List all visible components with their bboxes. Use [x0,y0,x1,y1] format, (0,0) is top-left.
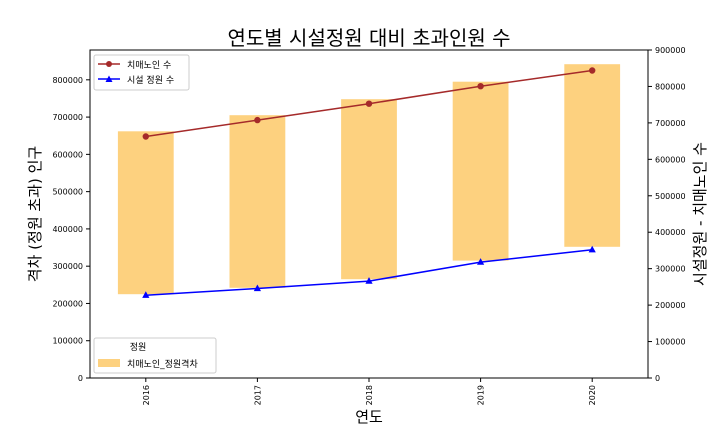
chart-title: 연도별 시설정원 대비 초과인원 수 [227,26,510,50]
bar-2020 [564,64,621,247]
y-right-tick-label: 400000 [655,228,686,237]
y-right-tick-label: 700000 [655,119,686,128]
y-right-tick-label: 300000 [655,265,686,274]
legend-swatch-gap [98,359,120,367]
x-tick-label: 2016 [142,385,151,405]
y-right-tick-label: 900000 [655,46,686,55]
y-left-tick-label: 700000 [52,113,83,122]
line-group [142,67,596,298]
legend-marker-dementia [106,61,112,67]
y-left-tick-label: 400000 [52,225,83,234]
legend-label-dementia: 치매노인 수 [127,59,171,71]
point-dementia-2020 [589,67,596,74]
x-axis: 2016 2017 2018 2019 2020 [142,378,597,405]
legend-bottom-frame [93,337,217,374]
point-capacity-2017 [253,284,261,292]
y-right-tick-label: 200000 [655,301,686,310]
legend-label-capacity: 시설 정원 수 [127,75,174,86]
y-right-tick-label: 500000 [655,192,686,201]
y-left-tick-label: 300000 [52,262,83,271]
point-dementia-2018 [365,100,373,107]
bar-2019 [452,81,509,261]
y-right-tick-label: 800000 [655,82,686,91]
y-axis-left-label: 격차 (정원 초과) 인구 [26,146,44,282]
y-left-tick-label: 600000 [52,150,83,159]
legend-bottom: 정원 치매노인_정원격차 [93,337,217,374]
legend-top: 치매노인 수 시설 정원 수 [93,54,190,91]
bar-2018 [341,99,397,280]
point-dementia-2019 [477,83,484,90]
y-axis-right-label: 시설정원 - 치매노인 수 [691,142,709,286]
legend-marker-capacity [105,75,113,82]
point-capacity-2019 [477,258,485,265]
point-dementia-2016 [142,133,149,140]
bar-group [117,64,621,295]
legend-label-gap: 치매노인_정원격차 [127,358,198,370]
y-left-tick-label: 200000 [52,299,83,308]
y-right-tick-label: 600000 [655,155,686,164]
y-axis-left: 0 100000 200000 300000 400000 500000 600000 700… [52,76,90,383]
point-dementia-2017 [254,116,261,124]
y-left-tick-label: 0 [78,374,83,383]
x-tick-label: 2017 [253,385,262,405]
y-right-tick-label: 0 [655,374,660,383]
x-axis-label: 연도 [355,408,383,426]
bar-2016 [117,131,174,295]
x-tick-label: 2018 [365,385,374,405]
x-tick-label: 2019 [477,385,486,405]
x-tick-label: 2020 [588,385,597,405]
y-left-tick-label: 500000 [52,188,83,197]
point-capacity-2018 [365,277,373,284]
y-left-tick-label: 100000 [52,337,83,346]
legend-bottom-title: 정원 [130,342,147,353]
point-capacity-2020 [588,245,596,253]
y-right-tick-label: 100000 [655,338,686,347]
point-capacity-2016 [142,291,150,298]
y-left-tick-label: 800000 [52,76,83,85]
bar-2017 [229,115,286,288]
y-axis-right: 0 100000 200000 300000 400000 500000 600000 700… [648,46,686,383]
